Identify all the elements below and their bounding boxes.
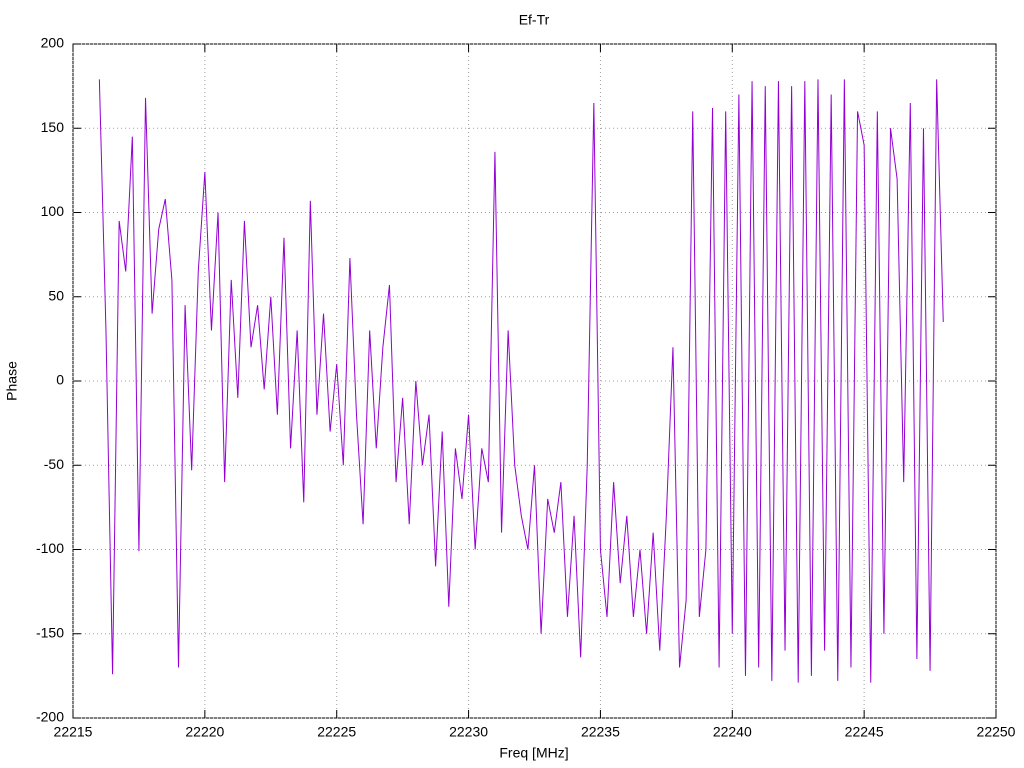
x-tick-label: 22235 <box>581 724 620 740</box>
chart-title: Ef-Tr <box>519 12 550 28</box>
x-tick-label: 22225 <box>317 724 356 740</box>
x-tick-label: 22245 <box>845 724 884 740</box>
y-axis-label: Phase <box>4 361 20 401</box>
y-tick-label: -100 <box>36 540 64 556</box>
x-tick-label: 22250 <box>977 724 1016 740</box>
y-tick-label: 0 <box>56 372 64 388</box>
x-tick-label: 22230 <box>449 724 488 740</box>
x-axis-label: Freq [MHz] <box>499 745 568 761</box>
x-tick-label: 22220 <box>185 724 224 740</box>
y-tick-label: -50 <box>44 456 64 472</box>
y-tick-label: 100 <box>41 203 65 219</box>
y-tick-label: -150 <box>36 624 64 640</box>
y-tick-label: 200 <box>41 35 65 51</box>
y-tick-label: 150 <box>41 119 65 135</box>
data-line <box>98 79 944 683</box>
x-tick-label: 22240 <box>713 724 752 740</box>
y-tick-label: -200 <box>36 709 64 725</box>
x-tick-label: 22215 <box>54 724 93 740</box>
y-tick-label: 50 <box>48 287 64 303</box>
